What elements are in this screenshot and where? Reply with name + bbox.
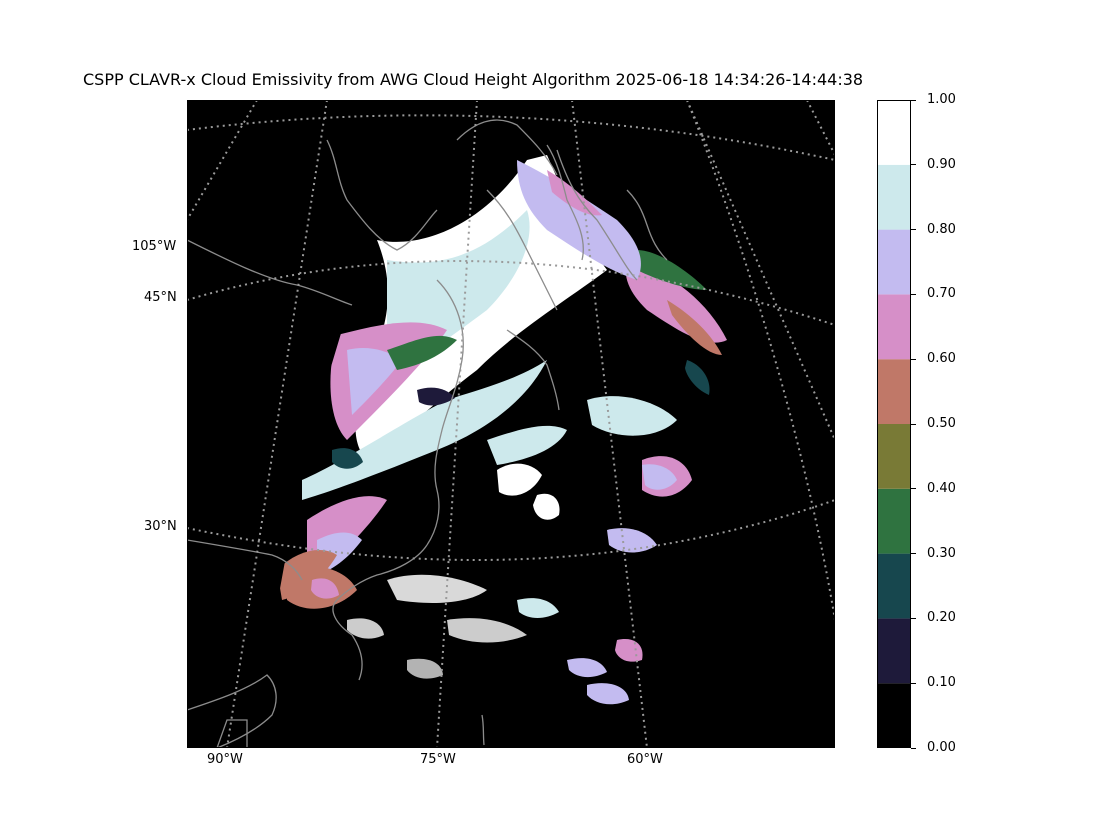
cloud-emissivity-map [187,100,835,748]
colorbar-tick-mark [911,682,916,684]
lon-label-60w: 60°W [627,752,663,767]
colorbar-tick-mark [911,423,916,425]
colorbar-tick-mark [911,617,916,619]
colorbar-tick-mark [911,488,916,490]
colorbar-segment [877,488,911,554]
colorbar-segment [877,553,911,619]
colorbar-segment [877,424,911,489]
colorbar-tick-mark [911,747,916,749]
cloud-swath [277,130,747,655]
map-title: CSPP CLAVR-x Cloud Emissivity from AWG C… [83,70,864,89]
map-frame [187,100,835,748]
colorbar-tick-mark [911,164,916,166]
colorbar-segment [877,294,911,360]
colorbar-tick-label: 0.50 [927,416,956,431]
colorbar-tick-mark [911,229,916,231]
colorbar-segment [877,683,911,748]
colorbar-segment [877,359,911,424]
colorbar-segment [877,618,911,684]
colorbar-tick-label: 0.80 [927,221,956,237]
colorbar-tick-label: 0.10 [927,675,956,691]
lon-label-90w: 90°W [207,752,243,767]
colorbar-tick-label: 0.30 [927,545,956,561]
colorbar-segment [877,229,911,295]
coastlines [187,119,668,748]
lat-label-30n: 30°N [144,519,177,534]
colorbar-tick-mark [911,358,916,360]
colorbar-frame [877,100,911,748]
colorbar-tick-mark [911,553,916,555]
colorbar [877,100,911,748]
colorbar-tick-label: 1.00 [927,92,956,107]
graticule [187,100,835,748]
colorbar-segment [877,164,911,230]
colorbar-tick-label: 0.40 [927,480,956,496]
colorbar-segment [877,100,911,165]
colorbar-tick-mark [911,99,916,101]
colorbar-tick-label: 0.70 [927,286,956,302]
colorbar-tick-label: 0.60 [927,351,956,367]
colorbar-tick-mark [911,293,916,295]
lon-label-105w: 105°W [132,239,177,254]
lon-label-75w: 75°W [420,752,456,767]
lat-label-45n: 45°N [144,290,177,305]
colorbar-tick-label: 0.90 [927,156,956,172]
colorbar-tick-label: 0.00 [927,740,956,755]
colorbar-tick-label: 0.20 [927,610,956,626]
